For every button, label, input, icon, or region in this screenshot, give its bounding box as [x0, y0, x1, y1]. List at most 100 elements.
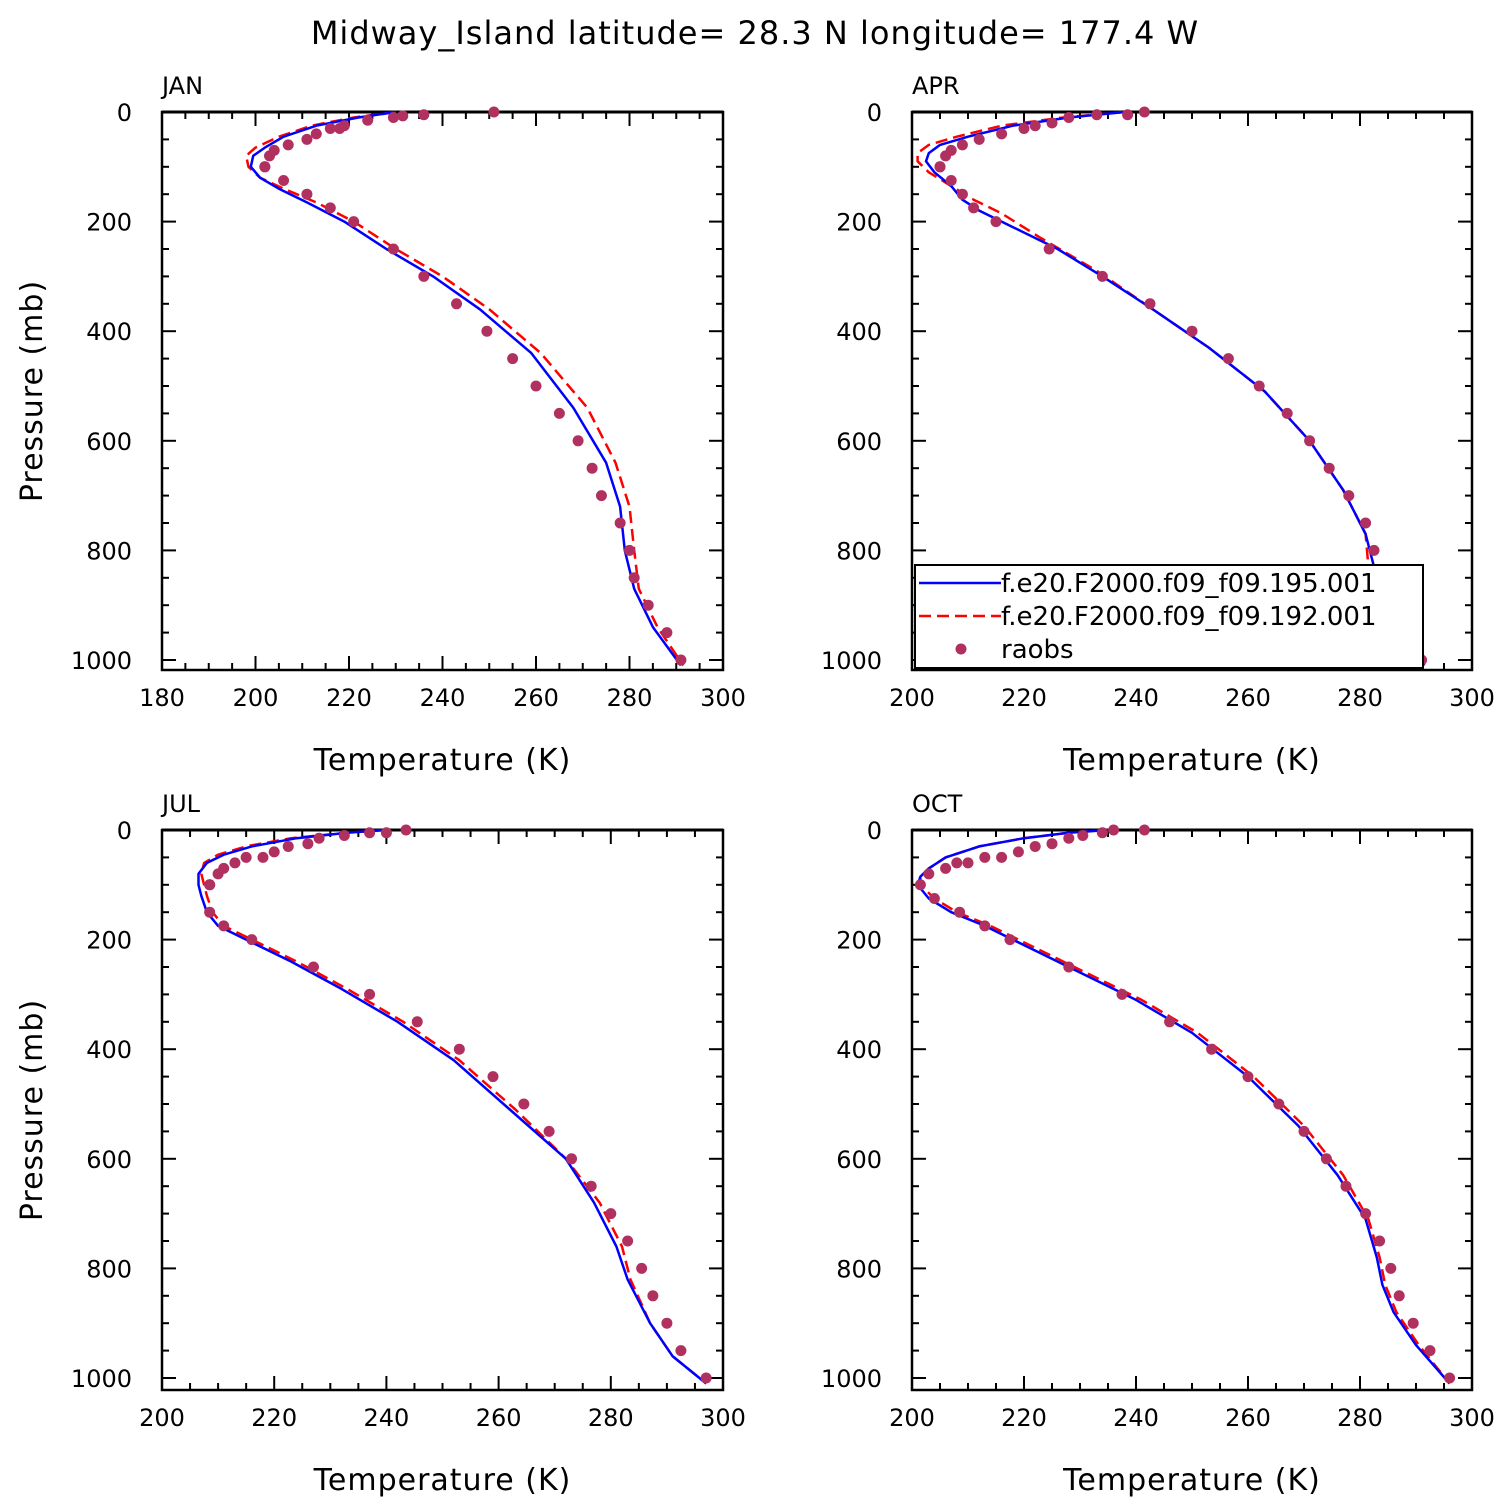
raobs-point — [1063, 832, 1075, 844]
raobs-point — [1018, 122, 1030, 134]
legend: f.e20.F2000.f09_f09.195.001f.e20.F2000.f… — [914, 564, 1424, 669]
y-tick-label: 600 — [836, 428, 882, 456]
plot-area — [914, 824, 1456, 1385]
y-tick-label: 600 — [86, 1146, 132, 1174]
series-line-192 — [244, 110, 685, 667]
x-tick-label: 220 — [251, 1404, 297, 1432]
raobs-point — [338, 829, 350, 841]
x-tick-label: 200 — [889, 684, 935, 712]
x-axis-label: Temperature (K) — [313, 743, 572, 778]
raobs-point — [1273, 1098, 1285, 1110]
raobs-point — [240, 851, 252, 863]
raobs-point — [1144, 298, 1156, 310]
x-tick-label: 280 — [588, 1404, 634, 1432]
raobs-point — [259, 161, 271, 173]
raobs-point — [451, 298, 463, 310]
raobs-point — [675, 654, 687, 666]
y-tick-label: 800 — [836, 537, 882, 565]
x-tick-label: 220 — [1001, 1404, 1047, 1432]
legend-marker-raobs — [955, 643, 967, 655]
raobs-point — [212, 868, 224, 880]
x-tick-label: 260 — [1225, 684, 1271, 712]
raobs-point — [945, 175, 957, 186]
raobs-point — [1077, 829, 1089, 841]
raobs-point — [1063, 111, 1075, 123]
raobs-point — [934, 161, 946, 173]
x-tick-label: 260 — [513, 684, 559, 712]
x-tick-label: 300 — [700, 1404, 746, 1432]
raobs-point — [301, 133, 313, 145]
raobs-point — [400, 824, 412, 836]
raobs-point — [979, 920, 991, 932]
raobs-point — [518, 1098, 530, 1110]
raobs-point — [324, 202, 336, 214]
y-tick-label: 200 — [836, 209, 882, 237]
series-line-195 — [197, 828, 707, 1385]
raobs-point — [636, 1262, 648, 1274]
raobs-point — [1298, 1125, 1310, 1137]
raobs-point — [595, 490, 607, 502]
y-tick-label: 200 — [836, 927, 882, 955]
raobs-point — [1091, 109, 1103, 121]
y-tick-label: 200 — [86, 209, 132, 237]
raobs-point — [951, 857, 963, 869]
raobs-point — [661, 1317, 673, 1329]
raobs-point — [1004, 934, 1016, 946]
x-tick-label: 200 — [889, 1404, 935, 1432]
raobs-point — [246, 934, 258, 946]
raobs-point — [990, 216, 1002, 228]
raobs-point — [996, 851, 1008, 863]
panel-label: OCT — [912, 790, 963, 818]
raobs-point — [310, 128, 322, 140]
raobs-point — [1360, 1208, 1372, 1220]
y-axis-label: Pressure (mb) — [15, 999, 50, 1221]
raobs-point — [507, 353, 519, 365]
raobs-point — [956, 139, 968, 151]
raobs-point — [488, 106, 500, 118]
raobs-point — [954, 906, 966, 918]
x-tick-label: 260 — [476, 1404, 522, 1432]
y-tick-label: 1000 — [71, 1365, 132, 1393]
raobs-point — [1368, 544, 1380, 556]
x-tick-label: 240 — [1113, 684, 1159, 712]
y-tick-label: 1000 — [821, 1365, 882, 1393]
y-tick-label: 600 — [86, 428, 132, 456]
x-axis-label: Temperature (K) — [1062, 743, 1321, 778]
y-tick-label: 800 — [86, 537, 132, 565]
raobs-point — [1063, 961, 1075, 973]
y-tick-label: 800 — [836, 1255, 882, 1283]
raobs-point — [968, 202, 980, 214]
raobs-point — [380, 827, 392, 839]
x-tick-label: 200 — [139, 1404, 185, 1432]
y-tick-label: 0 — [867, 817, 882, 845]
raobs-point — [1164, 1016, 1176, 1028]
raobs-point — [1374, 1235, 1386, 1247]
raobs-point — [218, 920, 230, 932]
raobs-point — [572, 435, 584, 447]
series-line-192 — [919, 828, 1451, 1385]
raobs-point — [313, 832, 325, 844]
raobs-point — [282, 840, 294, 852]
legend-label: f.e20.F2000.f09_f09.195.001 — [1001, 569, 1377, 599]
raobs-point — [268, 846, 280, 858]
raobs-point — [411, 1016, 423, 1028]
raobs-point — [1206, 1043, 1218, 1055]
raobs-point — [566, 1153, 578, 1165]
series-line-192 — [200, 828, 707, 1385]
x-tick-label: 240 — [363, 1404, 409, 1432]
plot-area — [197, 824, 712, 1385]
raobs-point — [1360, 517, 1372, 529]
series-line-195 — [924, 110, 1426, 667]
raobs-point — [1029, 120, 1041, 132]
raobs-point — [1424, 1345, 1436, 1357]
raobs-point — [1304, 435, 1316, 447]
raobs-point — [487, 1071, 499, 1083]
panel-jan: JAN 180 200 220 240 260 280 300 0 200 400 600 800 100… — [15, 72, 746, 778]
panel-label: JUL — [160, 790, 201, 818]
raobs-point — [418, 109, 430, 121]
raobs-point — [229, 857, 241, 869]
raobs-point — [1222, 353, 1234, 365]
raobs-point — [1393, 1290, 1405, 1302]
raobs-point — [1138, 106, 1150, 118]
x-tick-label: 200 — [233, 684, 279, 712]
